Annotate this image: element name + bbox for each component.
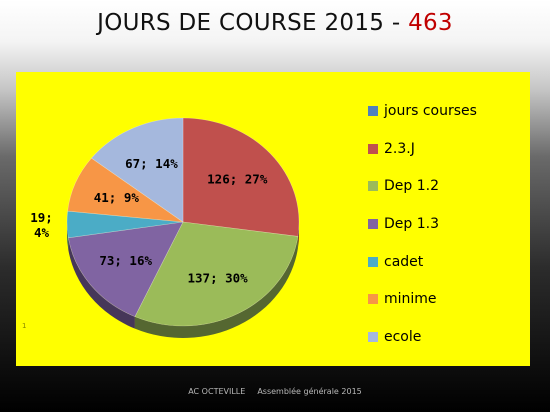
pie-side-dep-1-3 [68, 237, 135, 329]
legend-label: Dep 1.2 [384, 178, 439, 195]
data-label-dep-1-2: 137; 30% [188, 270, 249, 285]
legend-item: jours courses [368, 92, 477, 130]
legend-item: Dep 1.2 [368, 167, 477, 205]
legend-swatch [368, 143, 378, 154]
pie-slice-dep-1-3 [68, 221, 184, 318]
legend-label: 2.3.J [384, 140, 415, 157]
legend-label: jours courses [384, 102, 477, 119]
legend-item: 2.3.J [368, 130, 477, 168]
legend-swatch [368, 105, 378, 116]
data-label-minime: 41; 9% [94, 189, 140, 204]
legend-swatch [368, 331, 378, 342]
pie-slice-cadet [66, 210, 184, 239]
chart-area: 126; 27% 137; 30% 73; 16% 19; 4% 41; 9% 67; 14… [16, 72, 530, 366]
legend-swatch [368, 256, 378, 267]
title-text: JOURS DE COURSE 2015 - [97, 10, 409, 36]
pie-slice-minime [67, 157, 185, 223]
legend-item: cadet [368, 243, 477, 281]
chart-legend: jours courses 2.3.J Dep 1.2 Dep 1.3 cadet min… [368, 92, 477, 356]
legend-item: ecole [368, 318, 477, 356]
footer-club: AC OCTEVILLE [188, 387, 246, 396]
legend-label: minime [384, 291, 437, 308]
slide-title: JOURS DE COURSE 2015 - 463 [0, 10, 550, 36]
pie-labels: 126; 27% 137; 30% 73; 16% 19; 4% 41; 9% 67; 14… [30, 156, 268, 285]
footer-event: Assemblée générale 2015 [257, 387, 362, 396]
pie-chart: 126; 27% 137; 30% 73; 16% 19; 4% 41; 9% 67; 14… [30, 117, 300, 338]
pie-side-cadet [67, 222, 69, 250]
pie-side [67, 222, 299, 338]
legend-item: Dep 1.3 [368, 205, 477, 243]
data-label-2-3-j: 126; 27% [207, 171, 268, 186]
title-total: 463 [408, 10, 453, 36]
legend-label: Dep 1.3 [384, 215, 439, 232]
legend-swatch [368, 181, 378, 192]
pie-slice-dep-1-2 [134, 221, 299, 327]
legend-item: minime [368, 280, 477, 318]
legend-label: ecole [384, 328, 422, 345]
legend-label: cadet [384, 253, 424, 270]
pie-slice-2-3-j [182, 117, 300, 237]
data-label-ecole: 67; 14% [125, 156, 178, 171]
pie-slices [66, 117, 300, 327]
data-label-cadet: 19; 4% [30, 210, 53, 240]
legend-swatch [368, 218, 378, 229]
pie-slice-ecole [91, 117, 184, 223]
pie-side-dep-1-2 [134, 236, 298, 338]
slide-footer: AC OCTEVILLE Assemblée générale 2015 [0, 387, 550, 396]
slide-note: 1 [22, 322, 27, 330]
legend-swatch [368, 294, 378, 305]
data-label-dep-1-3: 73; 16% [99, 252, 152, 267]
pie-side-2-3-j [297, 222, 299, 249]
